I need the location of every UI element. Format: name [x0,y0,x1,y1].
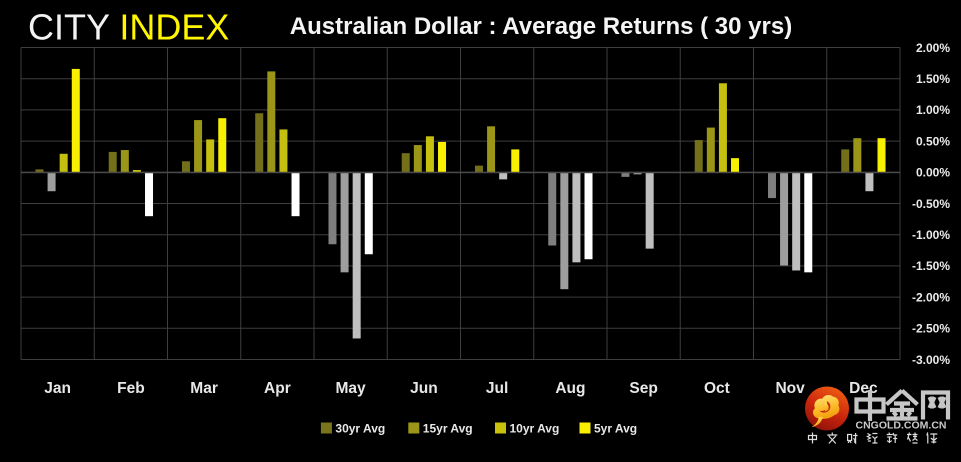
svg-text:Jul: Jul [486,380,508,397]
svg-text:Aug: Aug [555,380,585,397]
svg-text:Mar: Mar [190,380,218,397]
svg-text:0.00%: 0.00% [916,166,950,180]
svg-text:Dec: Dec [849,380,878,397]
svg-text:-3.00%: -3.00% [912,353,950,367]
svg-text:1.00%: 1.00% [916,103,950,117]
svg-text:1.50%: 1.50% [916,72,950,86]
svg-text:10yr Avg: 10yr Avg [510,422,560,436]
svg-text:Oct: Oct [704,380,730,397]
svg-text:-1.00%: -1.00% [912,228,950,242]
svg-text:30yr Avg: 30yr Avg [335,422,385,436]
svg-text:Australian Dollar : Average Re: Australian Dollar : Average Returns ( 30… [290,13,792,40]
svg-text:5yr Avg: 5yr Avg [594,422,637,436]
svg-text:Nov: Nov [775,380,805,397]
svg-text:15yr Avg: 15yr Avg [423,422,473,436]
svg-text:-2.00%: -2.00% [912,290,950,304]
svg-text:Sep: Sep [629,380,657,397]
svg-text:-0.50%: -0.50% [912,197,950,211]
svg-text:CNGOLD.COM.CN: CNGOLD.COM.CN [856,420,947,432]
svg-text:Feb: Feb [117,380,145,397]
svg-text:May: May [336,380,367,397]
svg-text:CITY INDEX: CITY INDEX [28,7,229,48]
svg-text:0.50%: 0.50% [916,134,950,148]
svg-text:2.00%: 2.00% [916,41,950,55]
svg-text:Jan: Jan [44,380,71,397]
svg-text:Jun: Jun [410,380,438,397]
svg-text:-1.50%: -1.50% [912,259,950,273]
svg-text:Apr: Apr [264,380,291,397]
svg-text:-2.50%: -2.50% [912,322,950,336]
